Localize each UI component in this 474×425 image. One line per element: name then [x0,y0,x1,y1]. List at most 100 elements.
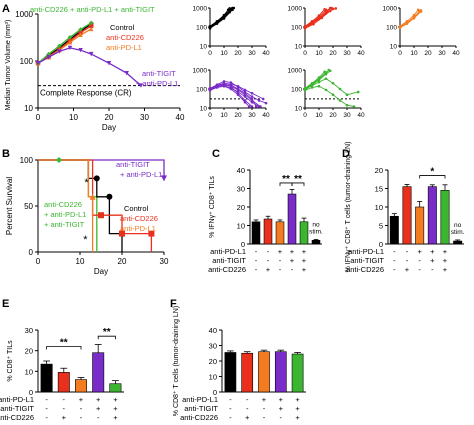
panel-e-factor-sign: - [45,395,48,404]
panel-label-e: E [2,298,9,310]
panel-a-individual-point [231,8,234,12]
panel-a-individual-point [257,99,261,102]
panel-a-small-y-tick-label: 100 [386,25,397,32]
panel-d-y-axis-label: % IFNγ⁺ CD8⁺ T cells (tumor-draining LN) [345,142,352,273]
panel-a-small-x-tick-label: 0 [303,50,307,57]
panel-b-legend-cd226: anti-CD226 [120,214,158,223]
panel-a-legend-combo: anti-CD226 + anti-PD-L1 + anti-TIGIT [30,5,155,14]
panel-a-data-point [78,27,83,32]
panel-a-individual-point [345,103,349,107]
panel-c-factor-sign: - [255,265,258,274]
panel-a-individual-point [229,81,233,84]
panel-a-individual-curve [209,8,230,28]
panel-a-individual-point [229,87,233,91]
panel-a-individual-point [228,7,231,10]
panel-a-individual-point [243,95,247,98]
panel-label-a: A [2,3,10,15]
panel-b-y-tick-label: 50 [24,202,33,211]
panel-b-legend-tigit: anti-TIGIT [116,160,150,169]
panel-a-individual-point [250,100,254,104]
panel-a-individual-point [412,16,416,19]
panel-c-factor-sign: + [278,247,283,256]
panel-f-bar [258,351,270,393]
panel-label-f: F [170,298,177,310]
panel-a-legend-tigit-pdl1: + anti-PD-L1 [136,79,178,88]
panel-f-factor-label: anti-TIGIT [184,404,218,413]
panel-a-small-x-tick-label: 20 [424,50,432,57]
panel-d-factor-label: anti-CD226 [346,265,384,274]
panel-a-individual-point [345,93,349,97]
panel-d-factor-sign: - [418,256,421,265]
panel-c-y-tick-label: 40 [237,166,245,175]
panel-f-factor-sign: + [295,404,300,413]
panel-a-individual-point [229,83,233,87]
panel-a-small-x-tick-label: 40 [262,112,270,119]
panel-c-y-tick-label: 0 [241,240,245,249]
panel-a-individual-point [232,6,236,10]
panel-f-factor-sign: - [280,413,283,422]
panel-a-data-point [67,45,73,51]
panel-f-factor-sign: + [295,395,300,404]
panel-f-y-tick-label: 0 [213,388,217,397]
panel-e-factor-label: anti-TIGIT [0,404,34,413]
panel-c-no-stim-label: stim. [309,228,323,235]
panel-a-data-point [57,43,62,49]
panel-a-individual-point [324,77,328,80]
panel-a-small-x-tick-label: 40 [262,50,270,57]
panel-a-individual-point [324,71,328,74]
panel-e-factor-sign: + [113,404,118,413]
panel-f-factor-sign: + [279,395,284,404]
panel-a-individual-point [334,7,338,10]
panel-c-factor-sign: + [302,256,307,265]
panel-f-y-tick-label: 30 [209,342,217,351]
panel-c-factor-sign: + [290,247,295,256]
panel-a-small-x-tick-label: 20 [234,112,242,119]
panel-a-individual-curve [209,9,229,27]
panel-a-individual-point [243,91,247,95]
panel-a-individual-point [328,69,332,73]
panel-a-individual-point [303,87,307,91]
panel-b-marker [161,175,167,182]
panel-e-y-tick-label: 30 [25,326,33,335]
panel-a-individual-point [303,25,307,29]
panel-a-individual-curve [304,71,325,89]
panel-a-legend-pdl1: anti-PD-L1 [106,43,142,52]
panel-e-factor-sign: - [45,404,48,413]
panel-e-y-tick-label: 0 [29,388,33,397]
panel-c-y-axis-label: % IFNγ⁺ CD8⁺ TILs [209,176,216,238]
panel-a-y-tick-label: 100 [20,57,34,66]
panel-e-factor-sign: + [62,413,67,422]
panel-a-individual-point [236,93,240,97]
panel-a-small-x-tick-label: 30 [438,50,446,57]
panel-f-bar [291,353,304,393]
panel-c-factor-label: anti-TIGIT [212,256,246,265]
panel-e-factor-label: anti-PD-L1 [0,395,34,404]
panel-c-sig-label: ** [294,174,302,185]
panel-d-factor-sign: - [418,265,421,274]
panel-a-individual-point [259,105,262,108]
panel-a-x-axis-label: Day [102,123,116,132]
panel-a-individual-point [310,84,314,87]
panel-c-bar [275,221,285,245]
panel-e-factor-sign: + [96,395,101,404]
panel-a-individual-point [208,88,212,92]
panel-a-individual-point [310,86,314,89]
panel-f-factor-sign: + [262,395,267,404]
panel-a-individual-point [317,77,321,81]
panel-c-bar [299,221,309,245]
panel-a-individual-point [215,85,219,89]
panel-a-data-point [67,40,73,45]
panel-a-small-x-tick-label: 30 [248,50,256,57]
panel-f-factor-sign: - [263,404,266,413]
panel-b-marker [98,212,104,219]
panel-a-individual-point [324,88,328,92]
panel-a-small-y-tick-label: 10 [295,106,303,113]
panel-d-factor-sign: - [406,256,409,265]
panel-a-data-point [67,35,73,40]
panel-d-factor-sign: - [431,265,434,274]
panel-e-factor-sign: + [96,404,101,413]
panel-d-sig-label: * [430,167,434,178]
panel-a-small-x-tick-label: 10 [410,50,418,57]
panel-a-data-point [78,32,83,38]
panel-e-sig-bracket [46,346,82,350]
